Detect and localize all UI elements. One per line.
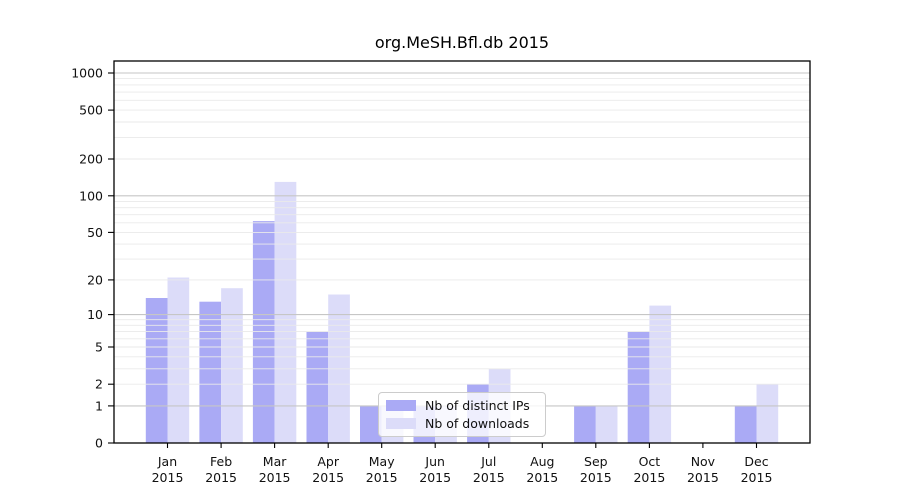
- x-tick-label-year-feb: 2015: [205, 470, 237, 485]
- y-tick-label-100: 100: [79, 188, 103, 203]
- x-tick-label-month-jun: Jun: [424, 454, 445, 469]
- bar-nb-of-downloads-dec: [756, 384, 779, 443]
- axis-frame: [113, 60, 811, 444]
- x-tick-label-year-mar: 2015: [259, 470, 291, 485]
- x-tick-label-month-dec: Dec: [744, 454, 768, 469]
- x-tick-label-month-nov: Nov: [691, 454, 716, 469]
- x-tick-label-month-oct: Oct: [639, 454, 661, 469]
- y-tick-label-5: 5: [95, 340, 103, 355]
- chart-title: org.MeSH.Bfl.db 2015: [374, 33, 550, 52]
- bar-nb-of-downloads-mar: [274, 181, 297, 443]
- x-tick-label-month-sep: Sep: [584, 454, 608, 469]
- x-tick-label-year-aug: 2015: [526, 470, 558, 485]
- bar-nb-of-distinct-ips-jan: [145, 298, 168, 443]
- bar-nb-of-downloads-jan: [167, 277, 190, 443]
- y-tick-label-0: 0: [95, 436, 103, 451]
- legend-label-distinct-ips: Nb of distinct IPs: [425, 398, 530, 414]
- bar-nb-of-downloads-sep: [595, 405, 618, 443]
- x-tick-label-month-may: May: [369, 454, 395, 469]
- bar-nb-of-downloads-feb: [221, 288, 243, 443]
- x-tick-label-year-may: 2015: [366, 470, 398, 485]
- y-tick-label-200: 200: [79, 152, 103, 167]
- y-tick-label-1: 1: [95, 398, 103, 413]
- legend-label-downloads: Nb of downloads: [425, 415, 530, 431]
- x-tick-label-month-jul: Jul: [480, 454, 496, 469]
- bar-nb-of-distinct-ips-may: [360, 405, 382, 443]
- bar-nb-of-distinct-ips-dec: [734, 405, 757, 443]
- x-tick-label-month-mar: Mar: [263, 454, 287, 469]
- legend: Nb of distinct IPs Nb of downloads: [378, 392, 546, 437]
- x-tick-label-year-jun: 2015: [419, 470, 451, 485]
- legend-item-downloads: Nb of downloads: [386, 415, 538, 432]
- legend-item-distinct-ips: Nb of distinct IPs: [386, 397, 538, 414]
- x-tick-label-year-jul: 2015: [473, 470, 505, 485]
- bar-nb-of-distinct-ips-apr: [306, 331, 329, 443]
- x-tick-label-month-aug: Aug: [530, 454, 554, 469]
- y-tick-label-1000: 1000: [71, 66, 103, 81]
- bar-nb-of-downloads-oct: [649, 305, 672, 443]
- bar-nb-of-distinct-ips-sep: [574, 405, 596, 443]
- y-tick-label-10: 10: [87, 307, 103, 322]
- x-tick-label-year-jan: 2015: [152, 470, 184, 485]
- x-tick-label-year-nov: 2015: [687, 470, 719, 485]
- bar-nb-of-distinct-ips-feb: [199, 301, 222, 443]
- y-tick-label-2: 2: [95, 377, 103, 392]
- y-tick-label-50: 50: [87, 225, 103, 240]
- bar-nb-of-distinct-ips-oct: [627, 331, 650, 443]
- x-tick-label-month-feb: Feb: [210, 454, 232, 469]
- x-tick-label-year-sep: 2015: [580, 470, 612, 485]
- legend-swatch-downloads: [386, 417, 416, 429]
- y-tick-label-20: 20: [87, 272, 103, 287]
- x-tick-label-year-oct: 2015: [633, 470, 665, 485]
- x-tick-label-month-jan: Jan: [157, 454, 177, 469]
- legend-swatch-distinct-ips: [386, 400, 416, 412]
- x-tick-label-month-apr: Apr: [317, 454, 339, 469]
- x-tick-label-year-dec: 2015: [741, 470, 773, 485]
- y-tick-label-500: 500: [79, 103, 103, 118]
- x-tick-label-year-apr: 2015: [312, 470, 344, 485]
